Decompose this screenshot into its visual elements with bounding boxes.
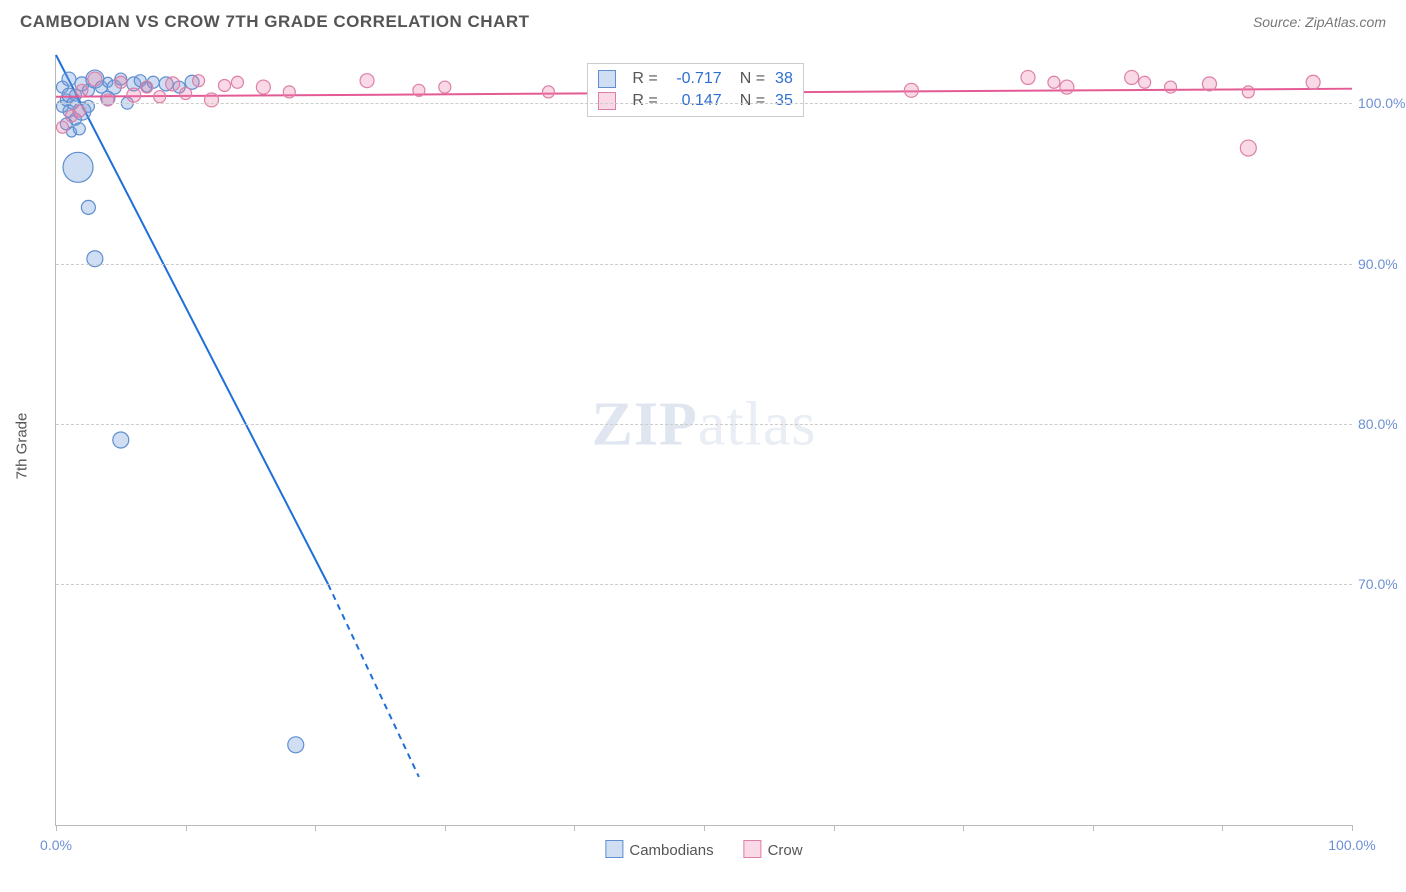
data-point[interactable] — [288, 737, 304, 753]
data-point[interactable] — [73, 105, 85, 117]
data-point[interactable] — [81, 200, 95, 214]
data-point[interactable] — [1060, 80, 1074, 94]
data-point[interactable] — [73, 123, 85, 135]
data-point[interactable] — [76, 84, 88, 96]
data-point[interactable] — [63, 152, 93, 182]
legend-swatch-icon — [598, 70, 616, 88]
y-tick-label: 70.0% — [1358, 576, 1406, 592]
data-point[interactable] — [218, 79, 230, 91]
correlation-row: R = 0.147 N = 35 — [598, 90, 792, 112]
data-point[interactable] — [1165, 81, 1177, 93]
correlation-box: R = -0.717 N = 38 R = 0.147 N = 35 — [587, 63, 803, 117]
y-axis-title: 7th Grade — [14, 413, 31, 480]
data-point[interactable] — [1021, 70, 1035, 84]
n-value: 38 — [775, 70, 793, 88]
data-point[interactable] — [231, 76, 243, 88]
data-point[interactable] — [1306, 75, 1320, 89]
chart-header: CAMBODIAN VS CROW 7TH GRADE CORRELATION … — [0, 0, 1406, 40]
data-point[interactable] — [1139, 76, 1151, 88]
x-tick — [963, 825, 964, 831]
n-label: N = — [740, 70, 765, 88]
x-tick — [445, 825, 446, 831]
legend-label: Crow — [768, 842, 803, 859]
x-tick — [315, 825, 316, 831]
legend-label: Cambodians — [629, 842, 713, 859]
r-value: -0.717 — [668, 70, 722, 88]
gridline — [56, 424, 1352, 425]
data-point[interactable] — [180, 88, 192, 100]
data-point[interactable] — [205, 93, 219, 107]
x-tick — [704, 825, 705, 831]
data-point[interactable] — [193, 75, 205, 87]
data-point[interactable] — [127, 88, 141, 102]
data-point[interactable] — [154, 91, 166, 103]
y-tick-label: 90.0% — [1358, 256, 1406, 272]
legend-swatch-icon — [605, 840, 623, 858]
data-point[interactable] — [1240, 140, 1256, 156]
data-point[interactable] — [1202, 77, 1216, 91]
legend-swatch-icon — [598, 92, 616, 110]
data-point[interactable] — [256, 80, 270, 94]
n-value: 35 — [775, 92, 793, 110]
chart-source: Source: ZipAtlas.com — [1253, 14, 1386, 30]
data-point[interactable] — [62, 72, 76, 86]
data-point[interactable] — [1242, 86, 1254, 98]
trend-line-dashed — [328, 584, 419, 777]
legend-item[interactable]: Crow — [744, 840, 803, 859]
x-tick-label: 0.0% — [40, 837, 72, 853]
chart-title: CAMBODIAN VS CROW 7TH GRADE CORRELATION … — [20, 12, 530, 32]
r-value: 0.147 — [668, 92, 722, 110]
r-label: R = — [632, 92, 657, 110]
data-point[interactable] — [115, 76, 127, 88]
data-point[interactable] — [542, 86, 554, 98]
scatter-svg — [56, 55, 1352, 825]
y-tick-label: 80.0% — [1358, 416, 1406, 432]
legend-swatch-icon — [744, 840, 762, 858]
data-point[interactable] — [113, 432, 129, 448]
data-point[interactable] — [283, 86, 295, 98]
data-point[interactable] — [439, 81, 451, 93]
data-point[interactable] — [88, 72, 102, 86]
data-point[interactable] — [1048, 76, 1060, 88]
x-tick — [1352, 825, 1353, 831]
data-point[interactable] — [413, 84, 425, 96]
data-point[interactable] — [166, 77, 180, 91]
x-tick — [1222, 825, 1223, 831]
legend-bottom: Cambodians Crow — [605, 840, 802, 859]
data-point[interactable] — [904, 83, 918, 97]
gridline — [56, 264, 1352, 265]
x-tick — [574, 825, 575, 831]
gridline — [56, 584, 1352, 585]
x-tick — [1093, 825, 1094, 831]
data-point[interactable] — [56, 121, 68, 133]
x-tick-label: 100.0% — [1328, 837, 1375, 853]
correlation-row: R = -0.717 N = 38 — [598, 68, 792, 90]
plot-area: ZIPatlas R = -0.717 N = 38 R = 0.147 N =… — [55, 55, 1352, 826]
x-tick — [834, 825, 835, 831]
data-point[interactable] — [141, 81, 153, 93]
x-tick — [186, 825, 187, 831]
trend-line — [56, 55, 328, 584]
legend-item[interactable]: Cambodians — [605, 840, 713, 859]
data-point[interactable] — [360, 74, 374, 88]
r-label: R = — [632, 70, 657, 88]
gridline — [56, 103, 1352, 104]
x-tick — [56, 825, 57, 831]
data-point[interactable] — [1125, 70, 1139, 84]
n-label: N = — [740, 92, 765, 110]
y-tick-label: 100.0% — [1358, 95, 1406, 111]
